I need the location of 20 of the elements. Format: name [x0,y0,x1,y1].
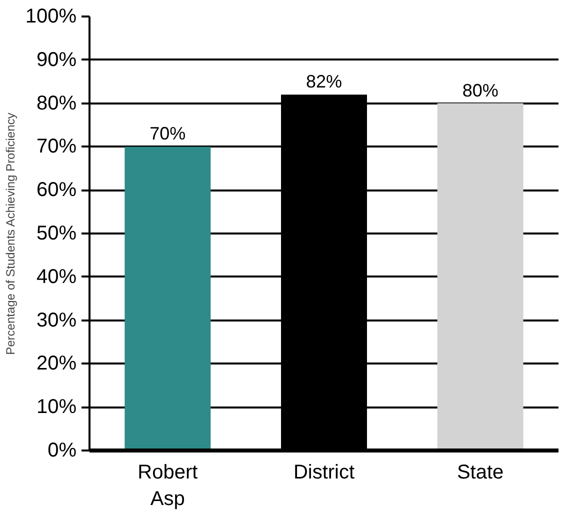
y-tick-label: 100% [25,6,77,28]
y-tick-label: 10% [36,396,77,418]
y-tick-label: 30% [36,309,77,332]
data-label: 70% [150,124,186,144]
y-tick-label: 50% [36,222,77,244]
y-tick-label: 20% [36,352,77,375]
y-tick-label: 0% [48,440,77,462]
data-label: 80% [462,80,498,100]
y-tick-label: 60% [36,179,77,202]
bar [124,146,211,450]
y-axis-title: Percentage of Students Achieving Proficiency [3,112,18,355]
y-tick-label: 80% [36,92,77,114]
data-label: 82% [306,72,342,92]
y-tick-label: 70% [36,136,77,158]
bar [437,103,524,450]
x-tick-label: State [456,462,504,484]
x-tick-label: District [293,462,355,484]
y-tick-label: 40% [36,266,77,288]
y-tick-label: 90% [36,48,77,71]
x-tick-label: Robert Asp [138,462,198,510]
